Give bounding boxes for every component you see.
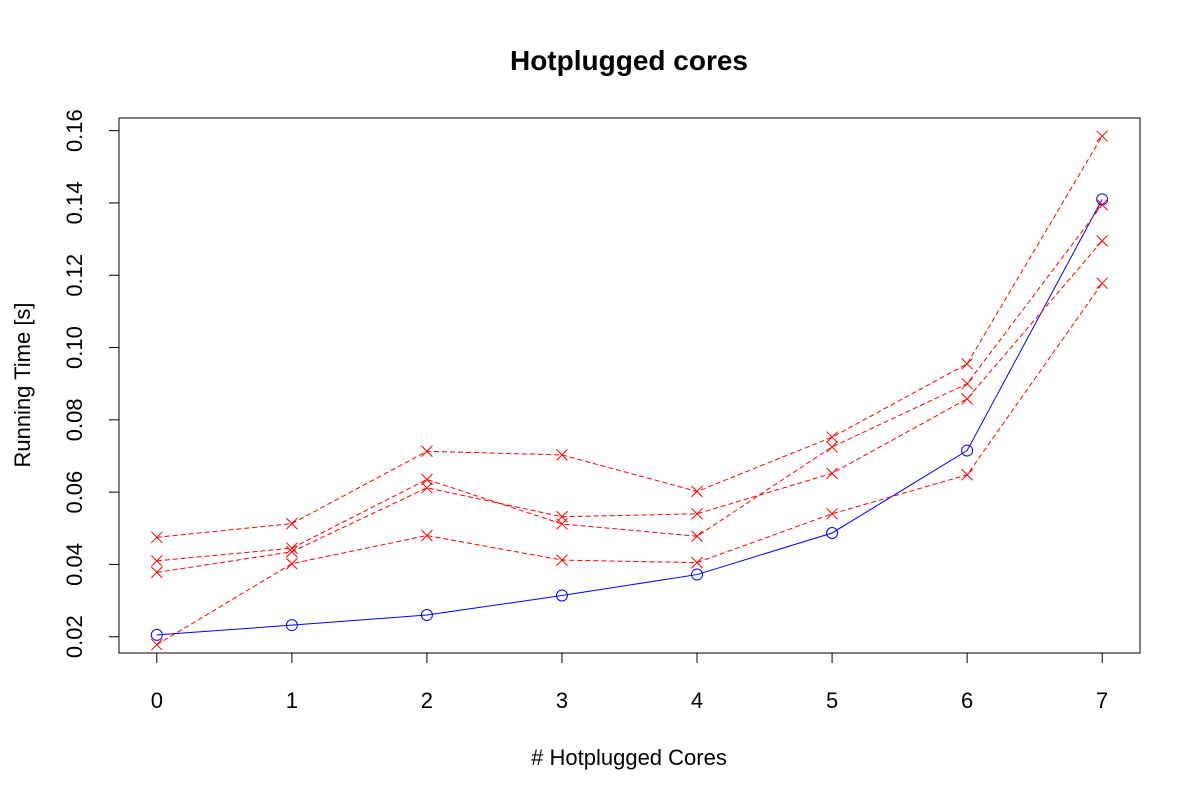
data-point [826, 441, 838, 453]
data-point [961, 377, 973, 390]
data-point [286, 557, 298, 570]
data-point [1096, 198, 1109, 211]
x-tick-label: 0 [151, 688, 163, 713]
y-tick-label: 0.10 [62, 326, 87, 369]
data-point [691, 530, 703, 543]
series-line [156, 135, 1103, 538]
plot-frame [118, 117, 1141, 654]
data-point [826, 526, 839, 539]
y-tick-label: 0.16 [62, 109, 87, 152]
series-line [156, 240, 1103, 573]
chart-title: Hotplugged cores [510, 45, 748, 76]
data-point [1096, 277, 1109, 290]
x-tick-label: 7 [1096, 688, 1108, 713]
data-point [421, 529, 433, 542]
data-point [826, 467, 838, 480]
series-1 [150, 130, 1109, 544]
series-4 [150, 277, 1109, 651]
x-axis-label: # Hotplugged Cores [531, 745, 727, 770]
y-axis: 0.02 0.04 0.06 0.08 0.10 0.12 0.14 0.16 [62, 109, 119, 658]
data-point [961, 357, 973, 370]
y-tick-label: 0.14 [62, 182, 87, 225]
y-tick-label: 0.08 [62, 398, 87, 441]
data-point [1096, 235, 1109, 247]
data-point [691, 568, 704, 581]
data-point [691, 507, 703, 520]
data-point [691, 556, 703, 569]
data-point [961, 468, 973, 481]
y-tick-label: 0.04 [62, 543, 87, 586]
data-point [285, 619, 298, 632]
data-point [150, 531, 163, 544]
x-tick-label: 3 [556, 688, 568, 713]
data-point [421, 481, 433, 494]
data-point [150, 628, 163, 641]
x-tick-label: 2 [421, 688, 433, 713]
data-point [556, 510, 568, 523]
data-point [286, 545, 298, 558]
series-line [156, 199, 1103, 636]
x-tick-label: 1 [286, 688, 298, 713]
y-tick-label: 0.02 [62, 615, 87, 658]
data-point [961, 393, 973, 405]
data-point [421, 473, 433, 486]
y-tick-label: 0.06 [62, 471, 87, 514]
data-point [556, 449, 568, 461]
data-point [421, 445, 433, 458]
data-point [1096, 130, 1109, 142]
data-point [555, 589, 568, 602]
data-point [286, 517, 298, 530]
series-3 [150, 235, 1109, 579]
series-line [156, 204, 1103, 562]
y-axis-label: Running Time [s] [10, 302, 35, 467]
x-tick-label: 6 [961, 688, 973, 713]
x-tick-label: 4 [691, 688, 703, 713]
x-axis: 0 1 2 3 4 5 6 7 [151, 653, 1108, 713]
data-point [826, 431, 838, 444]
data-point [150, 638, 163, 651]
data-point [150, 566, 163, 579]
data-point [150, 554, 163, 567]
data-point [826, 507, 838, 520]
y-tick-label: 0.12 [62, 254, 87, 297]
data-point [286, 542, 298, 555]
series-layer [150, 130, 1109, 651]
data-point [691, 485, 703, 498]
data-point [961, 444, 974, 457]
x-tick-label: 5 [826, 688, 838, 713]
series-line [156, 282, 1103, 646]
data-point [556, 554, 568, 566]
series-2 [150, 198, 1109, 567]
data-point [420, 609, 433, 622]
series-0 [150, 193, 1109, 641]
